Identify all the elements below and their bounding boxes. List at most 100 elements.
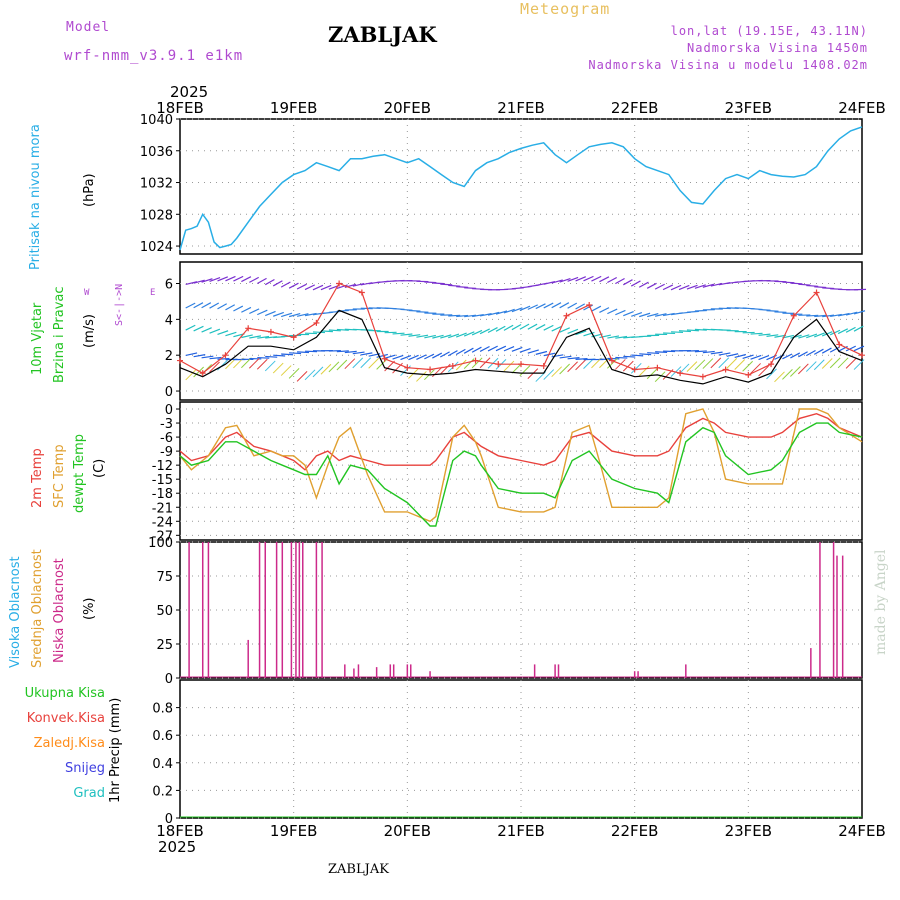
- wind-barb: [527, 304, 538, 310]
- wind-barb: [440, 283, 453, 286]
- precip-frozen-label: Zaledj.Kisa: [33, 736, 105, 751]
- precip-ytick-label: 0.6: [152, 729, 173, 744]
- wind-barb: [432, 334, 444, 339]
- wind-barb: [296, 313, 309, 317]
- time-label-top: 20FEB: [384, 99, 431, 117]
- footer-station: ZABLJAK: [328, 862, 389, 877]
- wind-barb-low: [551, 366, 563, 378]
- wind-ytick-label: 4: [165, 313, 173, 328]
- wind-barb-low: [853, 359, 865, 370]
- wind-barb: [583, 304, 594, 311]
- pressure-line: [179, 126, 863, 251]
- wind-barb: [798, 334, 810, 339]
- temp-ytick-label: -9: [160, 445, 173, 460]
- wind-barb: [591, 305, 602, 312]
- wind-gust-marker: [358, 289, 365, 296]
- wind-barb: [567, 328, 579, 334]
- wind-barb: [782, 334, 794, 339]
- wind-barb: [535, 324, 546, 331]
- wind-barb: [455, 348, 466, 356]
- time-label-bottom: 19FEB: [270, 822, 317, 840]
- wind-barb: [440, 334, 452, 339]
- wind-barb: [845, 311, 858, 316]
- wind-barb: [662, 284, 674, 291]
- wind-barb: [257, 277, 267, 284]
- model-name: wrf-nmm_v3.9.1 e1km: [64, 48, 244, 64]
- wind-barb: [185, 281, 198, 285]
- wind-barb: [543, 324, 554, 331]
- wind-barb-low: [694, 359, 706, 371]
- wind-barb: [567, 357, 580, 360]
- wind-barb: [241, 276, 252, 283]
- wind-barb: [829, 346, 840, 353]
- wind-barb: [813, 348, 824, 355]
- wind-barb: [472, 313, 484, 318]
- wind-barb: [265, 355, 278, 358]
- wind-gust-marker: [472, 357, 479, 364]
- wind-barb: [288, 313, 301, 318]
- wind-barb-low: [829, 357, 841, 369]
- cloud-ytick-label: 50: [156, 604, 173, 619]
- wind-barb-low: [225, 358, 236, 370]
- model-label: Model: [66, 20, 111, 35]
- wind-barb-low: [272, 362, 284, 374]
- wind-barb-low: [209, 361, 220, 373]
- wind-barb-low: [193, 366, 204, 378]
- wind-barb: [487, 345, 498, 352]
- wind-barb: [201, 302, 212, 309]
- wind-barb-low: [805, 361, 817, 372]
- time-label-bottom: 23FEB: [725, 822, 772, 840]
- wind-gust-marker: [267, 328, 274, 335]
- wind-barb-low: [519, 365, 531, 377]
- wind-barb: [209, 328, 221, 334]
- wind-barb-low: [797, 363, 809, 375]
- time-label-top: 23FEB: [725, 99, 772, 117]
- wind-barb: [710, 282, 723, 287]
- wind-gust-marker: [449, 362, 456, 369]
- wind-barb: [424, 353, 435, 360]
- wind-barb: [280, 312, 293, 318]
- cloud-ytick-label: 100: [148, 536, 173, 551]
- panel-frame-1: [179, 261, 863, 401]
- wind-gust-marker: [859, 352, 865, 359]
- wind-barb: [289, 352, 302, 355]
- wind-barb: [304, 312, 317, 317]
- wind-barb: [193, 325, 204, 332]
- wind-barb-low: [774, 371, 785, 383]
- wind-barb: [853, 345, 865, 352]
- wind-barb: [336, 350, 349, 353]
- wind-barb: [734, 353, 747, 359]
- wind-barb: [758, 354, 770, 361]
- wind-speed-line: [179, 309, 863, 385]
- wind-barb-low: [821, 358, 833, 369]
- wind-gust-marker: [404, 364, 411, 371]
- time-label-top: 21FEB: [497, 99, 544, 117]
- wind-barb-low: [718, 357, 730, 369]
- wind-barb: [249, 335, 262, 339]
- wind-barb-low: [185, 369, 197, 381]
- wind-barb: [535, 303, 546, 310]
- meteogram-label: Meteogram: [520, 0, 611, 18]
- wind-barb-low: [559, 363, 571, 375]
- wind-barb: [646, 282, 657, 289]
- wind-barb: [686, 284, 698, 290]
- cloud-ytick-label: 25: [156, 638, 173, 653]
- time-label-bottom: 22FEB: [611, 822, 658, 840]
- wind-barb-low: [280, 365, 292, 376]
- wind-barb: [336, 284, 348, 289]
- temp-ytick-label: -27: [152, 529, 173, 544]
- wind-barb: [583, 275, 594, 282]
- temp-ytick-label: -12: [152, 459, 173, 474]
- time-label-bottom: 24FEB: [838, 822, 885, 840]
- wind-barb: [551, 354, 564, 358]
- wind-barb: [607, 308, 618, 315]
- wind-barb: [790, 352, 801, 359]
- wind-barb-low: [837, 357, 849, 369]
- wind-barb: [814, 314, 827, 318]
- wind-barb: [782, 281, 795, 284]
- temp-ytick-label: -21: [152, 501, 173, 516]
- wind-barb-low: [328, 361, 340, 373]
- wind-barb: [798, 283, 811, 286]
- wind-barb: [814, 332, 825, 338]
- wind-barb: [615, 277, 625, 285]
